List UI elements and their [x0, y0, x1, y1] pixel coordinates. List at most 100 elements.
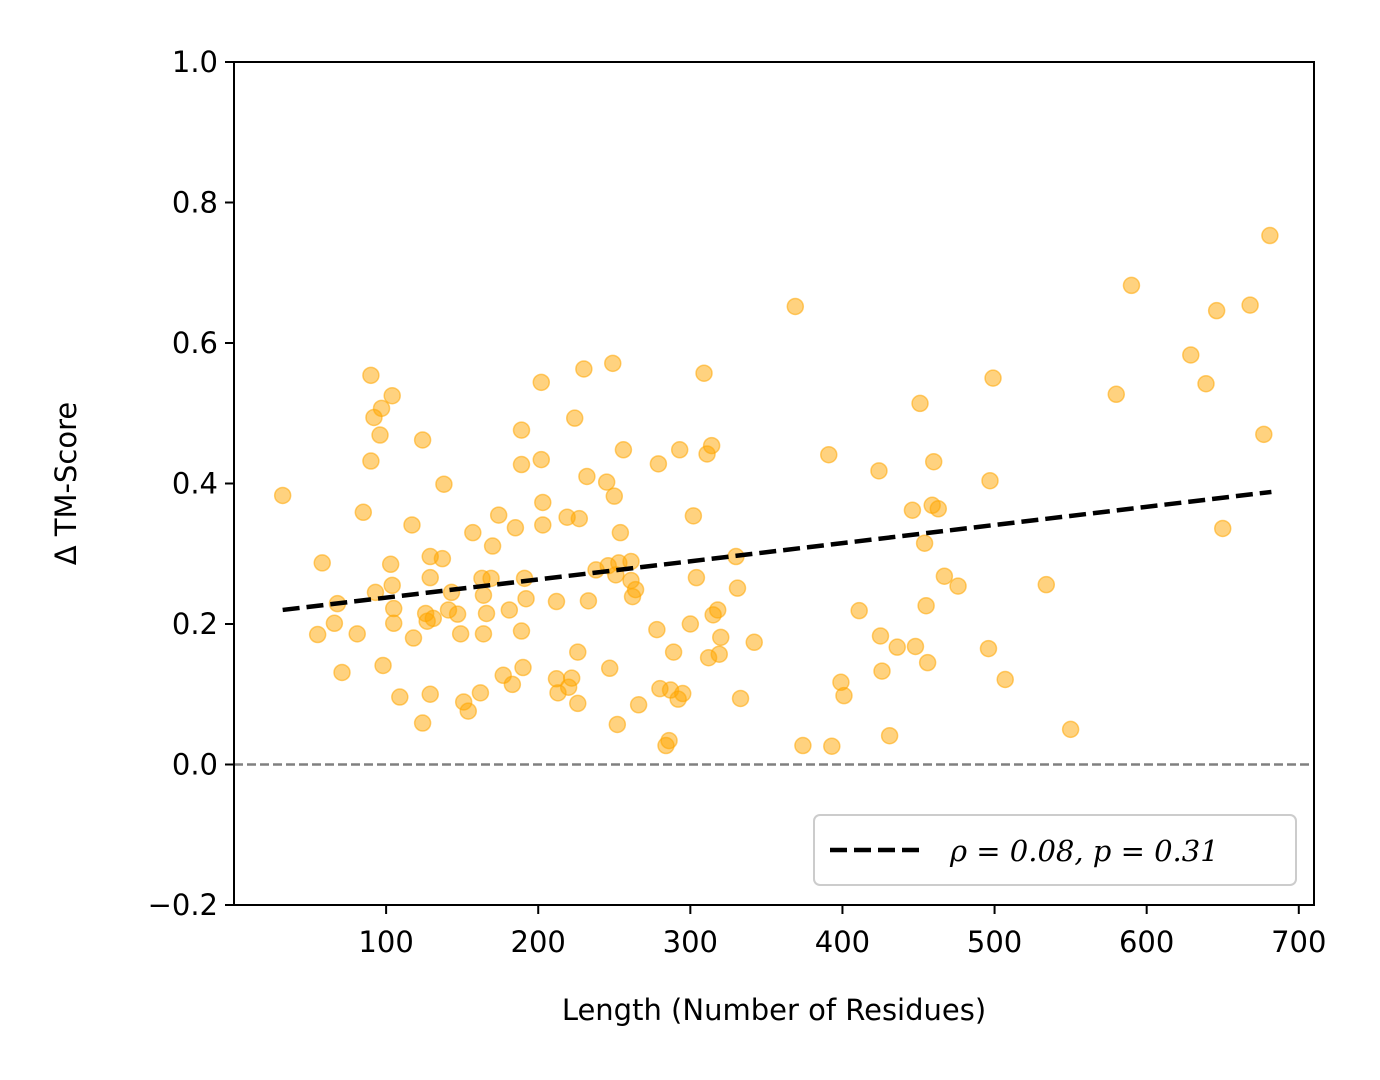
data-point: [702, 436, 721, 455]
data-point: [451, 625, 470, 643]
data-point: [917, 596, 935, 615]
data-point: [421, 568, 439, 587]
data-point: [687, 568, 706, 587]
data-point: [708, 601, 727, 619]
data-point: [949, 577, 967, 595]
data-point: [413, 714, 432, 732]
data-point: [1122, 276, 1141, 295]
data-point: [823, 737, 841, 755]
x-tick-label: 700: [1271, 925, 1326, 959]
data-point: [547, 592, 566, 611]
data-point: [474, 586, 493, 604]
data-point: [532, 373, 551, 392]
data-point: [1241, 296, 1259, 314]
data-point: [728, 579, 747, 597]
data-point: [712, 628, 730, 647]
data-point: [578, 467, 596, 486]
data-point: [333, 663, 351, 682]
data-point: [384, 599, 403, 618]
data-point: [512, 622, 531, 640]
data-point: [850, 601, 868, 620]
trend-line: [282, 489, 1272, 613]
data-point: [569, 694, 587, 713]
data-point: [880, 726, 899, 745]
data-point: [512, 421, 531, 439]
data-point: [483, 537, 502, 555]
data-point: [325, 614, 344, 633]
data-point: [903, 501, 922, 519]
data-point: [424, 609, 443, 628]
data-point: [383, 576, 401, 595]
data-point: [384, 614, 403, 633]
y-tick-label: 0.4: [172, 467, 218, 501]
data-point: [500, 601, 519, 619]
data-point: [600, 659, 619, 678]
data-point: [503, 675, 522, 694]
data-point: [569, 643, 587, 661]
data-point: [673, 684, 692, 703]
data-point: [404, 629, 423, 647]
data-point: [1197, 374, 1215, 393]
legend: ρ = 0.08, p = 0.31: [813, 814, 1297, 886]
data-point: [664, 643, 683, 661]
data-point: [979, 639, 998, 658]
data-point: [597, 473, 616, 491]
data-point: [1213, 519, 1232, 538]
data-point: [421, 685, 439, 703]
data-point: [308, 625, 327, 644]
x-axis-title: Length (Number of Residues): [562, 993, 986, 1027]
data-point: [1255, 425, 1273, 444]
data-point: [448, 605, 467, 623]
data-point: [670, 441, 689, 459]
data-point: [660, 731, 678, 750]
data-point: [506, 519, 525, 537]
data-point: [915, 534, 934, 552]
data-point: [579, 592, 598, 610]
data-point: [489, 506, 508, 524]
y-tick-label: −0.2: [148, 888, 218, 922]
data-point: [604, 354, 622, 373]
data-point: [888, 638, 906, 656]
data-point: [433, 549, 452, 568]
data-point: [512, 455, 531, 474]
data-point: [403, 516, 421, 534]
data-point: [996, 670, 1014, 689]
data-point: [870, 462, 888, 480]
x-tick-label: 500: [967, 925, 1022, 959]
data-point: [1107, 385, 1126, 404]
data-point: [1261, 226, 1279, 245]
data-point: [517, 589, 535, 608]
data-point: [681, 615, 700, 633]
data-points: [273, 226, 1279, 755]
data-point: [731, 689, 750, 708]
x-tick-label: 600: [1119, 925, 1174, 959]
data-point: [906, 637, 925, 656]
data-point: [1037, 575, 1056, 594]
y-axis-title: Δ TM-Score: [49, 402, 83, 565]
data-point: [1207, 301, 1226, 320]
data-point: [391, 688, 409, 706]
x-tick-label: 100: [358, 925, 413, 959]
data-point: [374, 656, 392, 675]
data-point: [348, 625, 366, 643]
data-point: [413, 431, 432, 449]
data-point: [835, 686, 853, 705]
data-point: [1061, 720, 1080, 739]
data-point: [565, 409, 584, 427]
data-point: [435, 475, 453, 493]
legend-box: [813, 814, 1297, 886]
data-point: [362, 452, 380, 470]
data-point: [471, 684, 490, 702]
data-point: [482, 569, 500, 588]
data-point: [626, 580, 645, 599]
data-point: [1182, 346, 1200, 364]
data-point: [562, 669, 581, 687]
data-point: [273, 486, 292, 505]
data-point: [514, 658, 532, 677]
data-point: [611, 523, 630, 542]
data-point: [464, 523, 482, 542]
y-tick-label: 0.0: [172, 748, 218, 782]
data-point: [570, 509, 589, 528]
